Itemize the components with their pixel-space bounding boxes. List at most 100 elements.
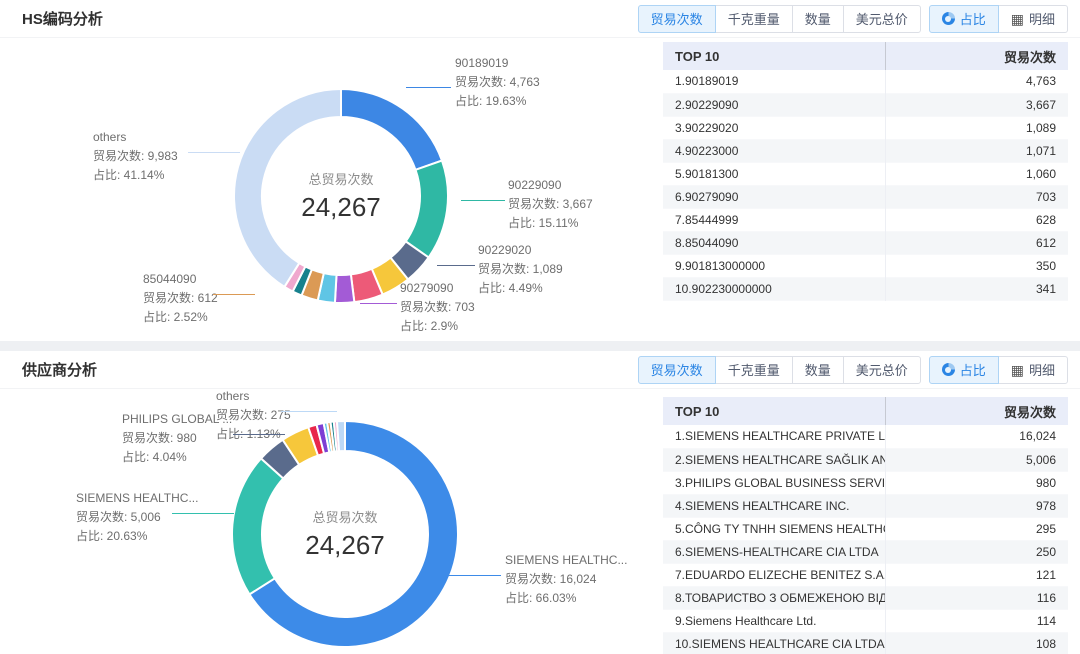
- table-row[interactable]: 10.902230000000 341: [663, 277, 1068, 300]
- callout-line: [461, 200, 505, 201]
- tab-share-view[interactable]: 占比: [928, 355, 999, 384]
- table-row[interactable]: 3.90229020 1,089: [663, 116, 1068, 139]
- table-row[interactable]: 6.SIEMENS-HEALTHCARE CIA LTDA 250: [663, 540, 1068, 563]
- value-cell: 1,071: [884, 139, 1068, 162]
- callout-line: [439, 575, 501, 576]
- table-row[interactable]: 4.90223000 1,071: [663, 139, 1068, 162]
- table-row[interactable]: 2.SIEMENS HEALTHCARE SAĞLIK ANONİM ŞİRKE…: [663, 448, 1068, 471]
- rank-name-cell: 4.SIEMENS HEALTHCARE INC.: [675, 498, 850, 513]
- rank-name-cell: 3.90229020: [675, 120, 739, 135]
- value-cell: 628: [884, 208, 1068, 231]
- center-value: 24,267: [301, 192, 381, 222]
- table-row[interactable]: 1.SIEMENS HEALTHCARE PRIVATE LIMITED 16,…: [663, 425, 1068, 448]
- hs-donut-center: 总贸易次数 24,267: [301, 169, 381, 223]
- value-cell: 108: [884, 632, 1068, 654]
- pie-chart-icon: [941, 12, 955, 25]
- tab-kg-weight[interactable]: 千克重量: [714, 4, 793, 33]
- rank-name-cell: 5.90181300: [675, 166, 739, 181]
- rank-name-cell: 2.90229090: [675, 97, 739, 112]
- supplier-donut-center: 总贸易次数 24,267: [305, 507, 385, 561]
- hs-view-tabs: 占比 ▦ 明细: [928, 4, 1068, 33]
- value-cell: 703: [884, 185, 1068, 208]
- page-title: HS编码分析: [22, 11, 103, 28]
- donut-slice-SIEMENS HEALTHCARE SAĞLIK ANONİM ŞİRKETİ[interactable]: [231, 457, 285, 596]
- rank-name-cell: 1.90189019: [675, 74, 739, 89]
- value-cell: 978: [884, 494, 1068, 517]
- supplier-top10-table-area: TOP 10 贸易次数 1.SIEMENS HEALTHCARE PRIVATE…: [663, 389, 1068, 654]
- value-cell: 3,667: [884, 93, 1068, 116]
- donut-slice-90189019[interactable]: [340, 87, 444, 172]
- tab-usd-total[interactable]: 美元总价: [842, 355, 921, 384]
- callout-90189019: 90189019 贸易次数: 4,763 占比: 19.63%: [455, 56, 540, 108]
- donut-slice-90279090[interactable]: [333, 273, 356, 304]
- donut-slice-others[interactable]: [232, 87, 342, 289]
- value-cell: 121: [884, 563, 1068, 586]
- value-cell: 295: [884, 517, 1068, 540]
- table-row[interactable]: 6.90279090 703: [663, 185, 1068, 208]
- table-row[interactable]: 3.PHILIPS GLOBAL BUSINESS SERVICES LLP 9…: [663, 471, 1068, 494]
- callout-line: [406, 87, 451, 88]
- tab-trade-count[interactable]: 贸易次数: [637, 355, 716, 384]
- tab-detail-view[interactable]: ▦ 明细: [997, 4, 1068, 33]
- tab-trade-count[interactable]: 贸易次数: [637, 4, 716, 33]
- table-row[interactable]: 9.Siemens Healthcare Ltd. 114: [663, 609, 1068, 632]
- page-title: 供应商分析: [22, 362, 98, 379]
- rank-name-cell: 9.901813000000: [675, 258, 766, 273]
- table-row[interactable]: 9.901813000000 350: [663, 254, 1068, 277]
- tab-kg-weight[interactable]: 千克重量: [714, 355, 793, 384]
- tab-usd-total[interactable]: 美元总价: [842, 4, 921, 33]
- table-row[interactable]: 5.90181300 1,060: [663, 162, 1068, 185]
- callout-line: [172, 513, 234, 514]
- callout-line: [360, 303, 397, 304]
- table-header-top10: TOP 10: [663, 42, 885, 70]
- callout-siemens-saglik: SIEMENS HEALTHC... 贸易次数: 5,006 占比: 20.63…: [76, 491, 199, 543]
- value-cell: 341: [884, 277, 1068, 300]
- tab-share-view[interactable]: 占比: [928, 4, 999, 33]
- table-row[interactable]: 1.90189019 4,763: [663, 70, 1068, 93]
- supplier-view-tabs: 占比 ▦ 明细: [928, 355, 1068, 384]
- rank-name-cell: 9.Siemens Healthcare Ltd.: [675, 613, 817, 628]
- tab-quantity[interactable]: 数量: [791, 355, 844, 384]
- donut-slice-90229090[interactable]: [404, 159, 449, 259]
- supplier-section-content: 总贸易次数 24,267 others 贸易次数: 275 占比: 1.13% …: [0, 389, 1080, 654]
- hs-donut-chart: 总贸易次数 24,267 90189019 贸易次数: 4,763 占比: 19…: [0, 38, 660, 341]
- table-row[interactable]: 8.ТОВАРИСТВО З ОБМЕЖЕНОЮ ВІДПОВІДАЛЬНІСТ…: [663, 586, 1068, 609]
- table-row[interactable]: 10.SIEMENS HEALTHCARE CIA LTDA. 108: [663, 632, 1068, 654]
- supplier-tabbar: 贸易次数 千克重量 数量 美元总价 占比 ▦ 明细: [637, 355, 1068, 384]
- table-row[interactable]: 4.SIEMENS HEALTHCARE INC. 978: [663, 494, 1068, 517]
- value-cell: 612: [884, 231, 1068, 254]
- hs-section-header: HS编码分析 贸易次数 千克重量 数量 美元总价 占比 ▦ 明细: [0, 0, 1080, 38]
- pie-chart-icon: [941, 363, 955, 376]
- table-row[interactable]: 5.CÔNG TY TNHH SIEMENS HEALTHCARE. 295: [663, 517, 1068, 540]
- center-title: 总贸易次数: [308, 172, 374, 187]
- supplier-donut-chart: 总贸易次数 24,267 others 贸易次数: 275 占比: 1.13% …: [0, 389, 660, 654]
- supplier-top10-table: TOP 10 贸易次数 1.SIEMENS HEALTHCARE PRIVATE…: [663, 397, 1068, 654]
- hs-code-analysis-section: HS编码分析 贸易次数 千克重量 数量 美元总价 占比 ▦ 明细: [0, 0, 1080, 341]
- rank-name-cell: 10.902230000000: [675, 281, 772, 296]
- table-grid-icon: ▦: [1010, 361, 1024, 378]
- table-row[interactable]: 7.85444999 628: [663, 208, 1068, 231]
- table-row[interactable]: 2.90229090 3,667: [663, 93, 1068, 116]
- callout-90229090: 90229090 贸易次数: 3,667 占比: 15.11%: [508, 178, 593, 230]
- donut-slice-SIEMENS HEALTHCARE PRIVATE LIMITED[interactable]: [248, 419, 459, 648]
- value-cell: 1,089: [884, 116, 1068, 139]
- center-title: 总贸易次数: [312, 510, 378, 525]
- value-cell: 116: [884, 586, 1068, 609]
- table-grid-icon: ▦: [1010, 10, 1024, 27]
- donut-slice-others[interactable]: [335, 419, 346, 453]
- tab-share-label: 占比: [959, 12, 986, 27]
- tab-detail-view[interactable]: ▦ 明细: [997, 355, 1068, 384]
- table-row[interactable]: 8.85044090 612: [663, 231, 1068, 254]
- tab-detail-label: 明细: [1028, 363, 1055, 378]
- table-header-top10: TOP 10: [663, 397, 885, 425]
- supplier-analysis-section: 供应商分析 贸易次数 千克重量 数量 美元总价 占比 ▦ 明细: [0, 351, 1080, 654]
- rank-name-cell: 3.PHILIPS GLOBAL BUSINESS SERVICES LLP: [675, 475, 885, 490]
- table-row[interactable]: 7.EDUARDO ELIZECHE BENITEZ S.A.C. 121: [663, 563, 1068, 586]
- hs-tabbar: 贸易次数 千克重量 数量 美元总价 占比 ▦ 明细: [637, 4, 1068, 33]
- value-cell: 250: [884, 540, 1068, 563]
- value-cell: 1,060: [884, 162, 1068, 185]
- rank-name-cell: 2.SIEMENS HEALTHCARE SAĞLIK ANONİM ŞİRKE…: [675, 452, 885, 467]
- tab-quantity[interactable]: 数量: [791, 4, 844, 33]
- hs-top10-table: TOP 10 贸易次数 1.90189019 4,763 2.90229090 …: [663, 42, 1068, 301]
- callout-line: [233, 434, 285, 435]
